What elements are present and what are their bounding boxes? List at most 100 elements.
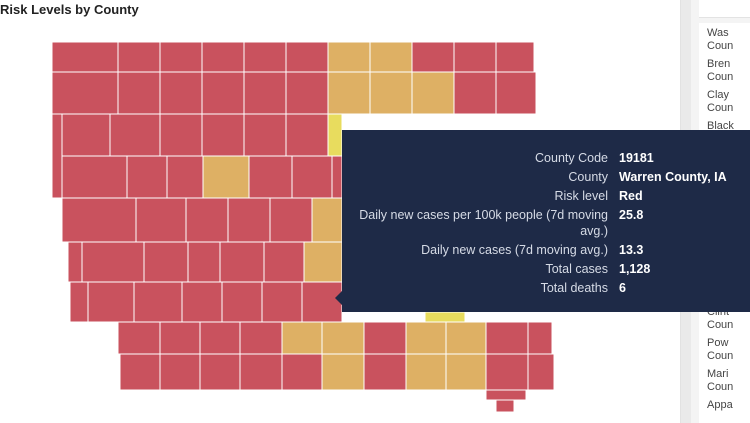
county-shape[interactable]: [219, 241, 265, 283]
county-shape[interactable]: [285, 71, 329, 115]
county-shape[interactable]: [199, 353, 241, 391]
tooltip-pointer: [335, 290, 343, 306]
county-list-item-name: Was: [707, 27, 729, 39]
county-shape[interactable]: [327, 71, 371, 115]
county-shape[interactable]: [69, 281, 89, 323]
county-shape[interactable]: [85, 281, 135, 323]
county-shape[interactable]: [159, 353, 201, 391]
county-shape[interactable]: [291, 155, 333, 199]
county-shape[interactable]: [321, 321, 365, 355]
county-shape[interactable]: [239, 321, 283, 355]
county-list-item-name: Pow: [707, 337, 729, 349]
county-shape[interactable]: [135, 197, 187, 243]
county-shape[interactable]: [201, 113, 245, 157]
county-shape[interactable]: [285, 41, 329, 73]
tooltip-label: Total cases: [545, 262, 608, 276]
county-list-item[interactable]: Bren Coun: [699, 54, 750, 90]
county-shape[interactable]: [331, 155, 343, 199]
county-shape[interactable]: [453, 71, 497, 115]
county-shape[interactable]: [227, 197, 271, 243]
county-shape[interactable]: [363, 321, 407, 355]
tooltip-label: Total deaths: [540, 281, 608, 295]
county-shape[interactable]: [424, 311, 466, 323]
county-shape[interactable]: [51, 71, 119, 115]
county-shape[interactable]: [411, 71, 455, 115]
county-shape[interactable]: [159, 321, 201, 355]
county-shape[interactable]: [67, 241, 83, 283]
county-shape[interactable]: [263, 241, 305, 283]
county-shape[interactable]: [187, 241, 221, 283]
county-shape[interactable]: [54, 155, 128, 199]
county-shape[interactable]: [126, 155, 168, 199]
county-shape[interactable]: [321, 353, 365, 391]
county-shape[interactable]: [166, 155, 204, 199]
county-shape[interactable]: [79, 241, 145, 283]
county-shape[interactable]: [327, 113, 343, 157]
county-shape[interactable]: [527, 353, 555, 391]
county-shape[interactable]: [453, 41, 497, 73]
county-shape[interactable]: [485, 321, 529, 355]
county-shape[interactable]: [495, 71, 537, 115]
county-shape[interactable]: [405, 321, 447, 355]
county-shape[interactable]: [243, 41, 287, 73]
county-shape[interactable]: [61, 197, 137, 243]
tooltip-value: Warren County, IA: [619, 170, 727, 184]
tooltip-label: County Code: [535, 151, 608, 165]
county-shape[interactable]: [445, 321, 487, 355]
county-list-item[interactable]: Cour: [699, 0, 750, 18]
county-shape[interactable]: [411, 41, 455, 73]
tooltip-value: 13.3: [619, 243, 644, 257]
county-shape[interactable]: [199, 321, 241, 355]
county-shape[interactable]: [185, 197, 229, 243]
county-shape[interactable]: [269, 197, 313, 243]
county-shape[interactable]: [201, 71, 245, 115]
county-shape[interactable]: [119, 353, 161, 391]
county-shape[interactable]: [109, 113, 161, 157]
county-shape[interactable]: [51, 113, 63, 199]
county-shape[interactable]: [485, 389, 527, 401]
county-shape[interactable]: [445, 353, 487, 391]
county-list-item[interactable]: Appa: [699, 395, 750, 423]
county-shape[interactable]: [221, 281, 263, 323]
county-shape[interactable]: [159, 71, 203, 115]
county-shape[interactable]: [261, 281, 303, 323]
county-shape[interactable]: [248, 155, 293, 199]
county-shape[interactable]: [117, 71, 161, 115]
county-shape[interactable]: [311, 197, 343, 243]
county-shape[interactable]: [527, 321, 553, 355]
county-list-item[interactable]: Clay Coun: [699, 85, 750, 121]
county-list-item[interactable]: Pow Coun: [699, 333, 750, 369]
tooltip-label: Risk level: [554, 189, 609, 203]
county-shape[interactable]: [369, 71, 413, 115]
county-list-item-suffix: Coun: [707, 71, 734, 83]
county-shape[interactable]: [281, 353, 323, 391]
county-shape[interactable]: [243, 71, 287, 115]
county-shape[interactable]: [281, 321, 323, 355]
county-shape[interactable]: [363, 353, 407, 391]
county-shape[interactable]: [495, 399, 515, 413]
county-list-item-name: Black: [707, 120, 734, 132]
county-shape[interactable]: [239, 353, 283, 391]
county-shape[interactable]: [405, 353, 447, 391]
county-shape[interactable]: [117, 41, 161, 73]
county-shape[interactable]: [159, 113, 203, 157]
county-shape[interactable]: [202, 155, 250, 199]
county-tooltip: County Code 19181 County Warren County, IA R…: [342, 130, 750, 312]
county-shape[interactable]: [495, 41, 535, 73]
county-shape[interactable]: [133, 281, 183, 323]
county-shape[interactable]: [485, 353, 529, 391]
iowa-county-risk-map: [51, 41, 555, 413]
county-shape[interactable]: [201, 41, 245, 73]
county-shape[interactable]: [285, 113, 329, 157]
county-shape[interactable]: [143, 241, 189, 283]
county-shape[interactable]: [303, 241, 343, 283]
county-shape[interactable]: [181, 281, 223, 323]
county-shape[interactable]: [117, 321, 161, 355]
county-shape[interactable]: [327, 41, 371, 73]
tooltip-label: Daily new cases (7d moving avg.): [421, 243, 608, 257]
map-title: Risk Levels by County: [0, 2, 139, 17]
county-shape[interactable]: [159, 41, 203, 73]
county-shape[interactable]: [243, 113, 287, 157]
county-shape[interactable]: [369, 41, 413, 73]
county-shape[interactable]: [51, 41, 119, 73]
